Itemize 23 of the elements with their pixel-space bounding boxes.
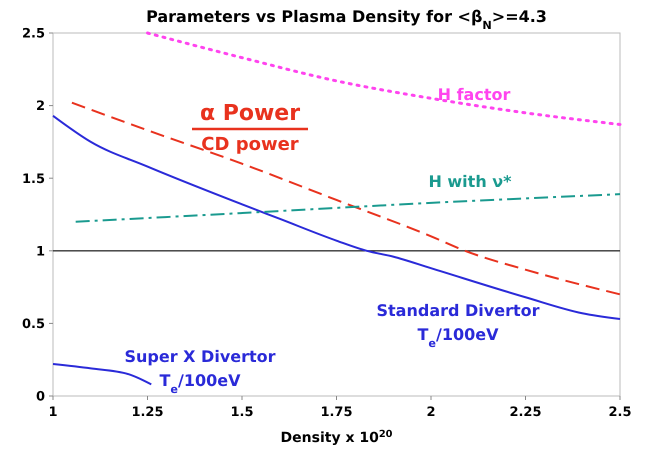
line-series bbox=[146, 32, 622, 126]
x-axis-title: Density x 10$^{20}$ bbox=[280, 428, 393, 446]
y-tick-label: 0.5 bbox=[22, 316, 45, 332]
y-tick-label: 2.5 bbox=[22, 26, 45, 42]
y-tick-label: 1 bbox=[36, 244, 45, 260]
series-label: Super X Divertor T$_{e}$/100eV bbox=[124, 347, 276, 396]
line-series bbox=[74, 193, 621, 223]
y-tick-label: 1.5 bbox=[22, 172, 45, 187]
y-tick-label: 2 bbox=[36, 99, 45, 114]
x-tick-label: 1 bbox=[48, 405, 58, 420]
x-tick-label: 1.5 bbox=[230, 405, 254, 420]
x-tick-label: 1.75 bbox=[320, 405, 353, 420]
series-label: α Power CD power bbox=[200, 101, 300, 155]
series-label: Standard Divertor T$_{e}$/100eV bbox=[376, 301, 540, 350]
x-tick-label: 2.25 bbox=[509, 405, 542, 420]
series-label: H factor bbox=[438, 85, 510, 104]
y-tick-label: 0 bbox=[36, 390, 45, 405]
series-label: H with ν* bbox=[428, 172, 512, 191]
x-tick-label: 2 bbox=[426, 405, 436, 420]
chart-title: Parameters vs Plasma Density for <β$_{N}$>=4.3 bbox=[146, 7, 547, 32]
x-tick-label: 2.5 bbox=[608, 405, 632, 420]
x-tick-label: 1.25 bbox=[131, 405, 164, 420]
line-series bbox=[70, 102, 621, 296]
